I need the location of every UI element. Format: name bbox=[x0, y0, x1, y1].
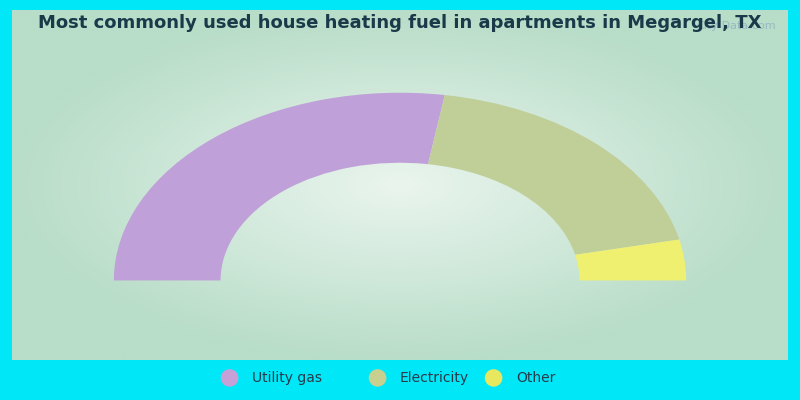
Text: Most commonly used house heating fuel in apartments in Megargel, TX: Most commonly used house heating fuel in… bbox=[38, 14, 762, 32]
Text: City-Data.com: City-Data.com bbox=[696, 21, 776, 31]
Ellipse shape bbox=[221, 369, 238, 387]
Text: Utility gas: Utility gas bbox=[252, 371, 322, 385]
Wedge shape bbox=[575, 240, 686, 280]
Text: Electricity: Electricity bbox=[400, 371, 469, 385]
Text: Other: Other bbox=[516, 371, 555, 385]
Wedge shape bbox=[428, 95, 679, 255]
Ellipse shape bbox=[485, 369, 502, 387]
Wedge shape bbox=[114, 93, 445, 280]
Ellipse shape bbox=[369, 369, 386, 387]
